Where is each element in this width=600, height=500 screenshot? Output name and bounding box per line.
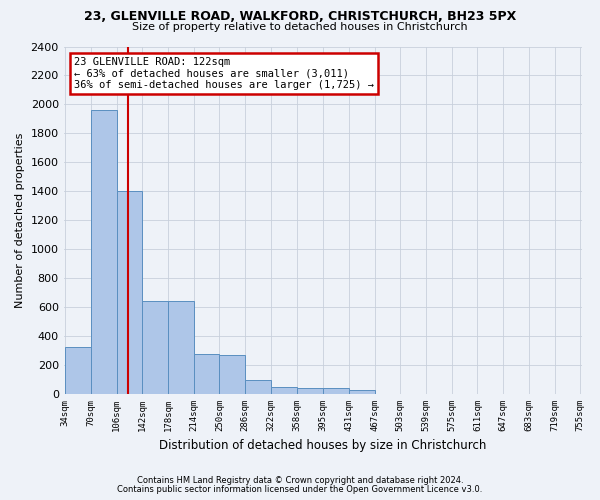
Text: Size of property relative to detached houses in Christchurch: Size of property relative to detached ho… bbox=[132, 22, 468, 32]
Bar bbox=[91, 110, 116, 394]
Bar bbox=[349, 390, 374, 394]
Bar bbox=[296, 388, 323, 394]
Bar bbox=[116, 192, 142, 394]
Text: 23, GLENVILLE ROAD, WALKFORD, CHRISTCHURCH, BH23 5PX: 23, GLENVILLE ROAD, WALKFORD, CHRISTCHUR… bbox=[84, 10, 516, 23]
X-axis label: Distribution of detached houses by size in Christchurch: Distribution of detached houses by size … bbox=[159, 440, 487, 452]
Bar bbox=[271, 387, 296, 394]
Text: Contains public sector information licensed under the Open Government Licence v3: Contains public sector information licen… bbox=[118, 485, 482, 494]
Bar bbox=[323, 388, 349, 394]
Bar bbox=[65, 347, 91, 394]
Text: 23 GLENVILLE ROAD: 122sqm
← 63% of detached houses are smaller (3,011)
36% of se: 23 GLENVILLE ROAD: 122sqm ← 63% of detac… bbox=[74, 57, 374, 90]
Bar bbox=[142, 302, 168, 394]
Bar bbox=[168, 302, 194, 394]
Text: Contains HM Land Registry data © Crown copyright and database right 2024.: Contains HM Land Registry data © Crown c… bbox=[137, 476, 463, 485]
Y-axis label: Number of detached properties: Number of detached properties bbox=[15, 132, 25, 308]
Bar bbox=[194, 354, 220, 394]
Bar bbox=[220, 355, 245, 394]
Bar bbox=[245, 380, 271, 394]
